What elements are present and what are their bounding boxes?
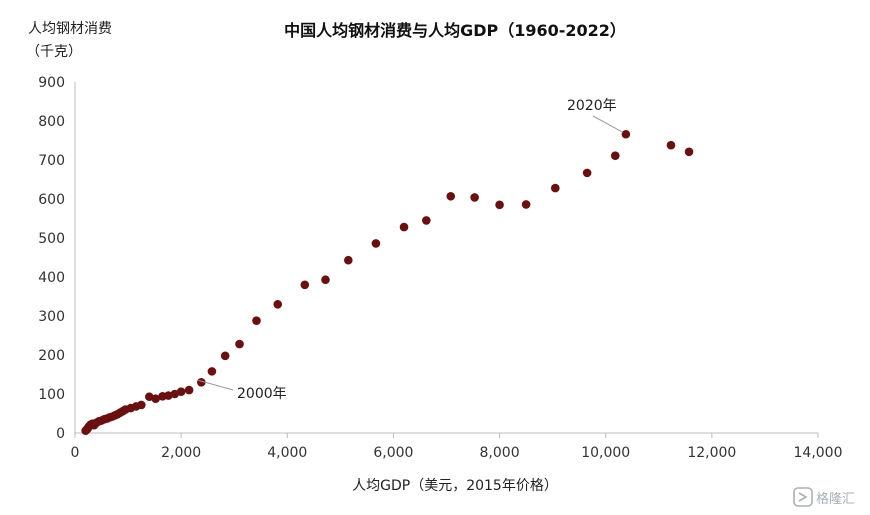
annotation-leader-line [198,379,234,391]
y-tick-label: 400 [38,270,65,286]
data-point [446,191,456,201]
data-point [273,300,283,309]
data-point [422,216,431,225]
x-tick-label: 4,000 [267,445,307,461]
data-point [176,387,186,396]
watermark-logo-icon [793,487,813,507]
data-point [220,351,230,361]
data-point [235,339,244,349]
data-point [470,193,479,202]
data-point [344,255,353,265]
x-tick-label: 8,000 [480,445,520,461]
data-point [550,183,560,193]
x-tick-label: 2,000 [161,445,201,461]
data-point [610,151,620,161]
annotation-label: 2020年 [567,98,617,114]
annotations: 2020年 2000年 [198,98,624,402]
y-tick-label: 0 [56,426,65,442]
data-point [321,275,330,285]
annotation-label: 2000年 [237,386,287,402]
data-point [621,129,631,139]
data-point [184,385,194,395]
x-tick-label: 10,000 [581,445,630,461]
data-point [399,222,409,232]
y-tick-label: 600 [38,192,65,208]
chart-title: 中国人均钢材消费与人均GDP（1960-2022） [284,21,626,40]
y-tick-label: 700 [38,153,65,169]
y-axis-label-line1: 人均钢材消费 [28,21,112,37]
annotation-leader-line [592,115,624,133]
data-points [81,129,694,435]
data-point [582,168,592,178]
y-tick-label: 100 [38,387,65,403]
data-point [495,200,504,210]
y-tick-label: 800 [38,114,65,130]
data-point [207,367,217,376]
x-axis-label: 人均GDP（美元，2015年价格） [352,478,558,494]
data-point [684,147,694,157]
x-tick-label: 0 [71,445,80,461]
watermark: 格隆汇 [793,487,855,507]
x-tick-label: 12,000 [687,445,736,461]
y-tick-label: 500 [38,231,65,247]
y-tick-label: 900 [38,75,65,91]
x-tick-labels: 0 2,000 4,000 6,000 8,000 10,000 12,000 14,000 [71,433,843,461]
data-point [252,316,261,325]
x-tick-label: 14,000 [794,445,843,461]
y-tick-label: 200 [38,348,65,364]
y-tick-label: 300 [38,309,65,325]
data-point [666,140,676,150]
watermark-text: 格隆汇 [816,491,855,507]
data-point [521,200,531,209]
x-tick-label: 6,000 [373,445,413,461]
y-axis-label-line2: （千克） [26,44,82,60]
data-point [300,280,310,290]
data-point [371,239,381,248]
data-point [151,394,160,403]
y-tick-labels: 0 100 200 300 400 500 600 700 800 900 [38,75,65,442]
data-point [137,400,146,410]
